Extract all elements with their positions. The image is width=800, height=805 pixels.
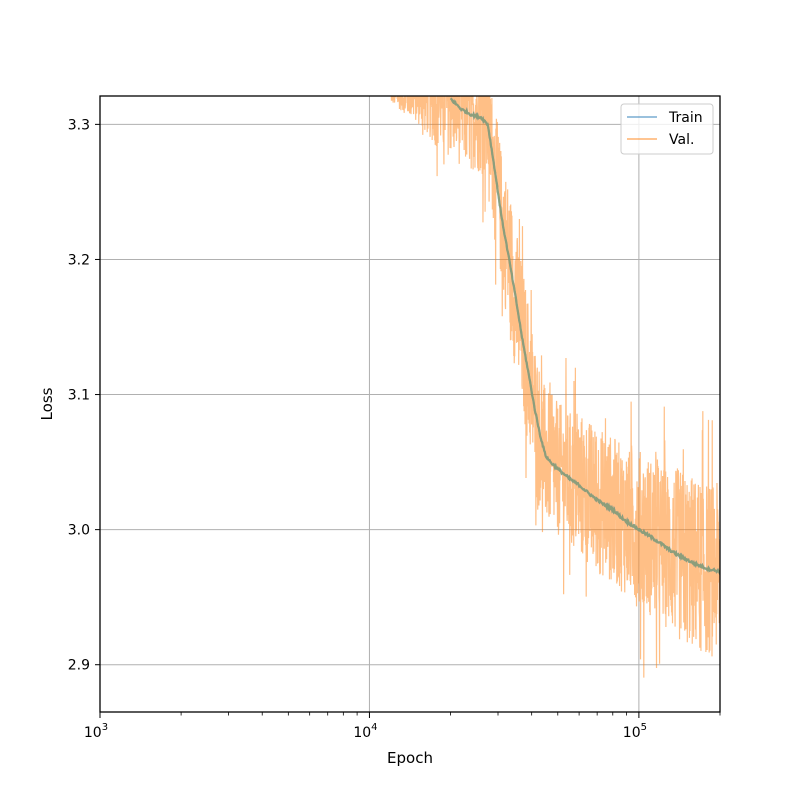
y-tick-label: 2.9 xyxy=(68,658,90,674)
grid-lines xyxy=(100,96,720,712)
y-axis-label: Loss xyxy=(38,387,56,420)
y-tick-label: 3.3 xyxy=(68,117,90,133)
y-tick-label: 3.1 xyxy=(68,388,90,404)
legend-label-val: Val. xyxy=(669,132,694,148)
x-tick-label: 105 xyxy=(623,722,647,741)
series-layer xyxy=(390,96,720,678)
series-line-train-overlay xyxy=(449,97,720,575)
legend: Train Val. xyxy=(620,103,714,155)
x-tick-label: 103 xyxy=(84,722,108,741)
plot-frame xyxy=(99,95,721,713)
x-tick-label: 104 xyxy=(353,722,377,741)
y-tick-label: 3.0 xyxy=(68,523,90,539)
y-tick-label: 3.2 xyxy=(68,252,90,268)
x-axis-label: Epoch xyxy=(387,749,433,767)
axis-ticks: 2.9 3.0 3.1 3.2 3.3 103 104 105 xyxy=(68,117,721,741)
series-line-val xyxy=(390,96,720,678)
legend-label-train: Train xyxy=(668,110,703,126)
